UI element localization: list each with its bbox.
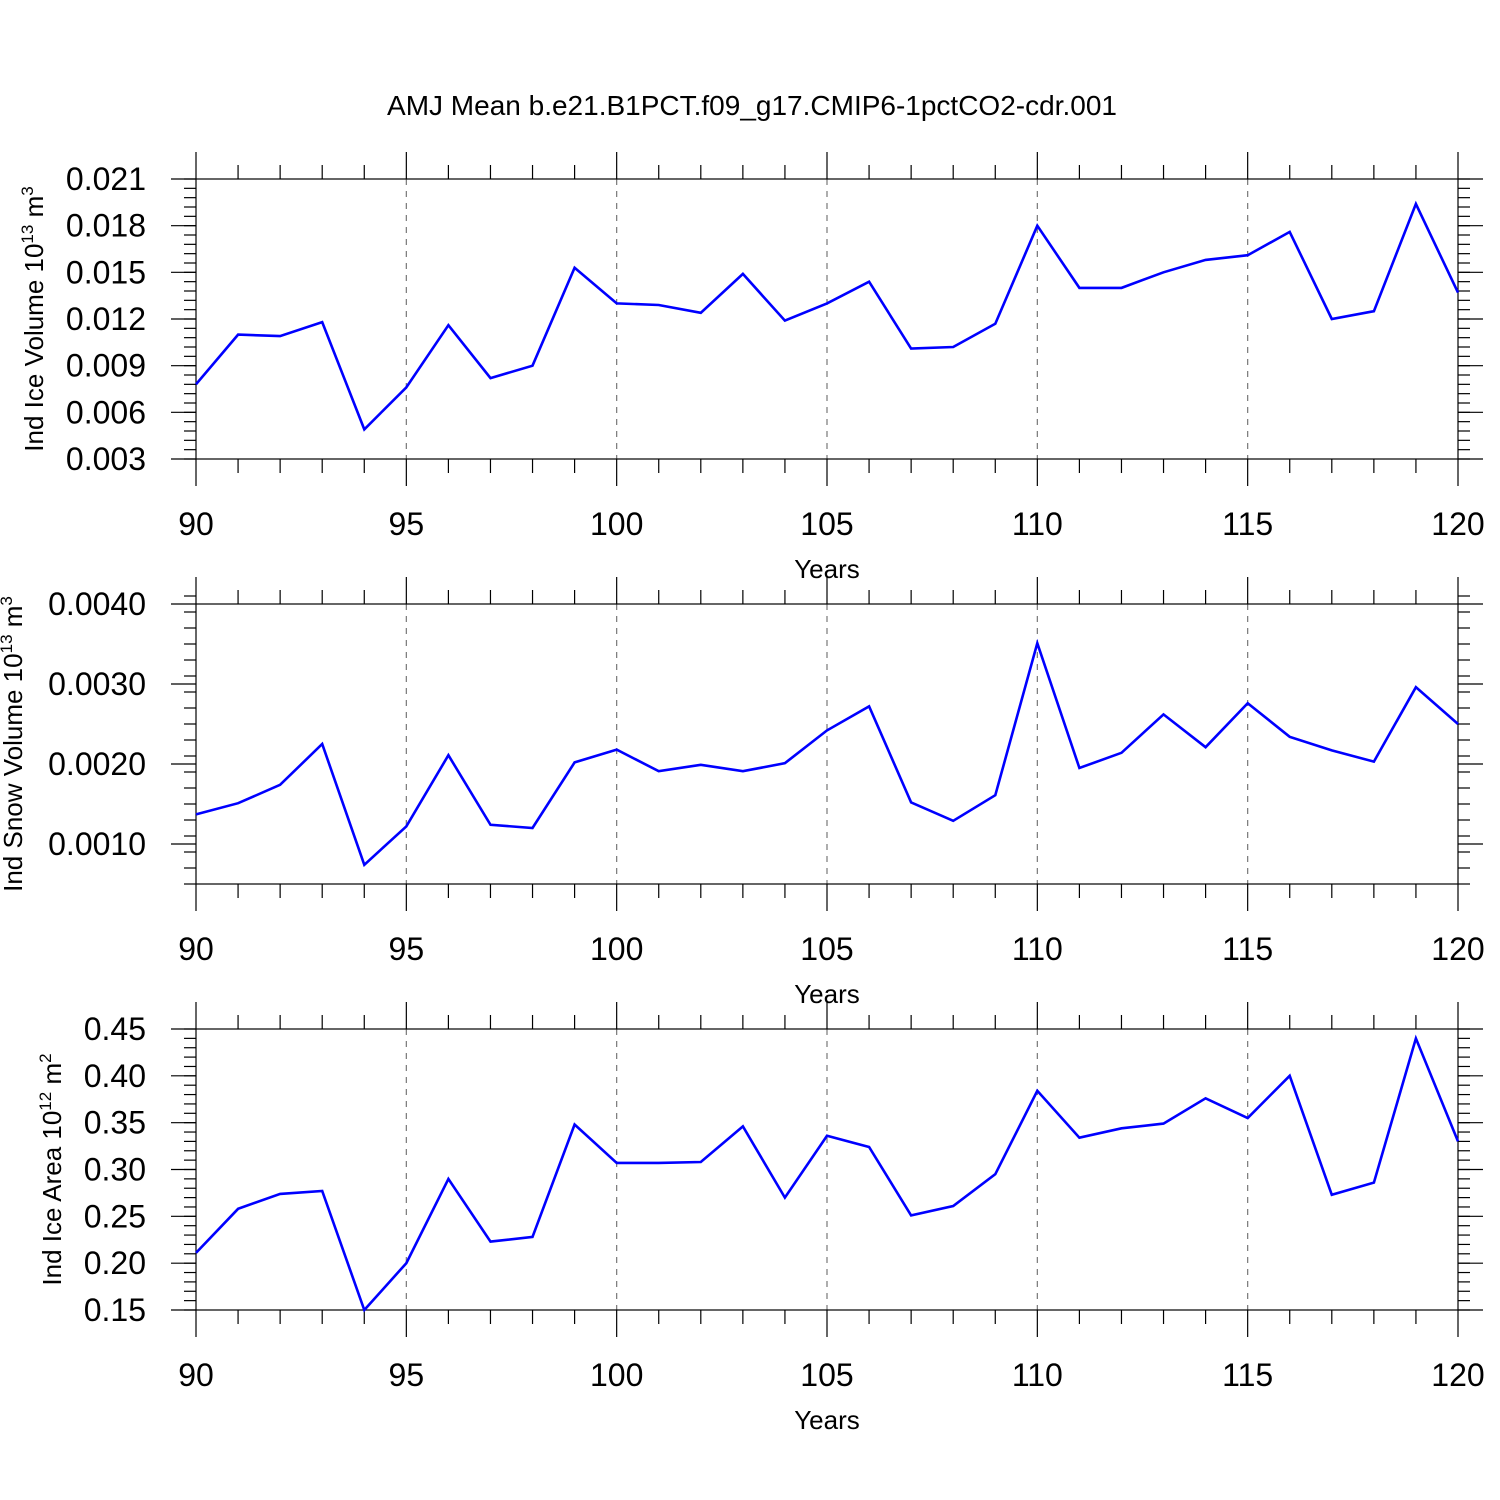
y-tick-label: 0.006 (66, 394, 146, 430)
x-tick-label: 95 (389, 1357, 425, 1393)
chart-title: AMJ Mean b.e21.B1PCT.f09_g17.CMIP6-1pctC… (387, 90, 1117, 121)
series-line-snow-volume (195, 638, 1459, 868)
x-tick-label: 110 (1012, 506, 1063, 542)
x-tick-label: 100 (590, 506, 643, 542)
y-tick-label: 0.012 (66, 301, 146, 337)
x-tick-label: 120 (1431, 506, 1484, 542)
y-tick-label: 0.0020 (48, 746, 146, 782)
panel-ice-area: 90 95 100 105 110 115 120 Years 0.15 0.20 0.25 0.30… (36, 1002, 1485, 1435)
series-line-ice-area (195, 1034, 1460, 1313)
y-tick-label: 0.30 (84, 1152, 146, 1188)
x-tick-label: 120 (1431, 931, 1484, 967)
y-tick-label: 0.40 (84, 1058, 146, 1094)
y-tick-label: 0.021 (66, 161, 146, 197)
y-tick-label: 0.35 (84, 1105, 146, 1141)
x-tick-label: 95 (389, 506, 425, 542)
y-tick-label: 0.0040 (48, 586, 146, 622)
y-tick-label: 0.018 (66, 208, 146, 244)
x-tick-label: 110 (1012, 1357, 1063, 1393)
x-tick-label: 95 (389, 931, 425, 967)
x-tick-label: 105 (800, 1357, 853, 1393)
x-tick-label: 90 (178, 1357, 214, 1393)
x-tick-label: 120 (1431, 1357, 1484, 1393)
x-tick-label: 110 (1012, 931, 1063, 967)
y-tick-label: 0.25 (84, 1198, 146, 1234)
x-tick-label: 90 (178, 506, 214, 542)
y-tick-label: 0.003 (66, 441, 146, 477)
y-tick-label: 0.20 (84, 1245, 146, 1281)
panel-ice-volume: 90 95 100 105 110 115 120Years0.0030.0060.0090… (18, 152, 1485, 584)
x-tick-label: 105 (800, 931, 853, 967)
y-tick-label: 0.0010 (48, 826, 146, 862)
y-axis-label: Ind Snow Volume 1013 m3 (0, 596, 28, 892)
x-tick-label: 105 (800, 506, 853, 542)
y-tick-label: 0.45 (84, 1011, 146, 1047)
x-tick-label: 115 (1222, 1357, 1273, 1393)
panels: 90 95 100 105 110 115 120 Years 0.003 0.006 0.009 0… (0, 152, 1485, 1435)
x-tick-label: 100 (590, 931, 643, 967)
y-axis-label: Ind Ice Area 1012 m2 (36, 1053, 67, 1285)
y-tick-label: 0.15 (84, 1292, 146, 1328)
series-line-ice-volume (195, 200, 1460, 432)
y-tick-label: 0.015 (66, 254, 146, 290)
x-tick-label: 115 (1222, 931, 1273, 967)
y-tick-label: 0.009 (66, 348, 146, 384)
x-axis-label: Years (794, 1405, 860, 1435)
x-tick-label: 115 (1222, 506, 1273, 542)
panel-snow-volume: 90 95 100 105 110 115 120Years0.00100.00200.00… (0, 577, 1485, 1009)
y-tick-label: 0.0030 (48, 666, 146, 702)
plot-frame (195, 1028, 1459, 1311)
y-axis-label: Ind Ice Volume 1013 m3 (18, 186, 49, 451)
x-tick-label: 90 (178, 931, 214, 967)
x-tick-label: 100 (590, 1357, 643, 1393)
